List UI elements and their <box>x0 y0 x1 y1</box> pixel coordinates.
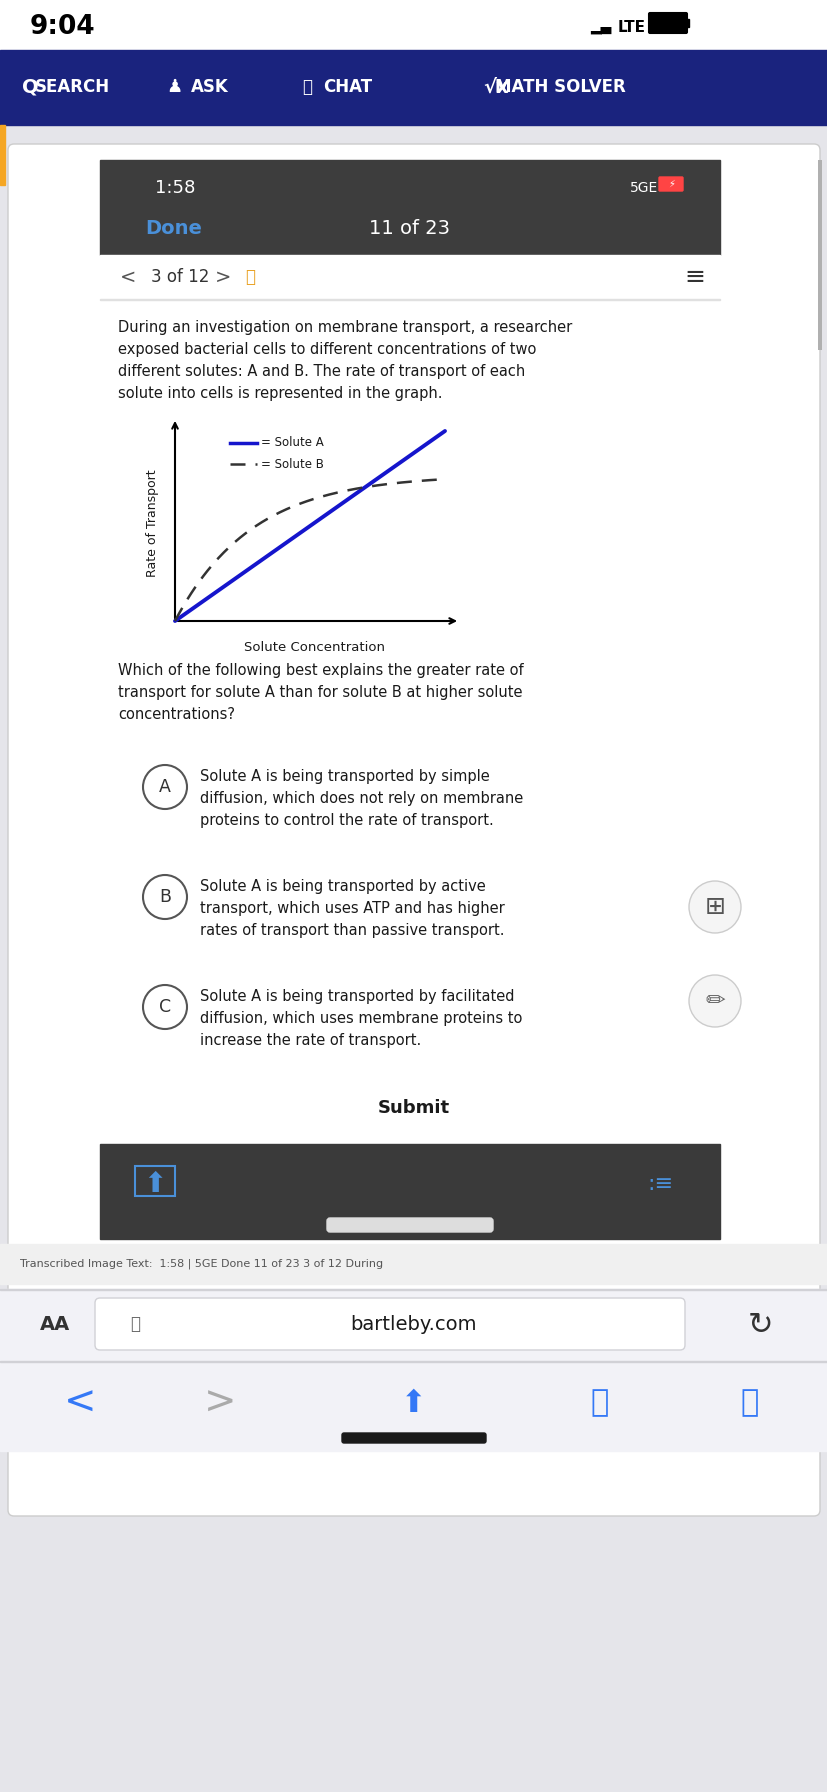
Bar <box>100 254 719 299</box>
Text: 🔖: 🔖 <box>245 269 255 287</box>
FancyBboxPatch shape <box>648 13 686 32</box>
FancyBboxPatch shape <box>8 143 819 1516</box>
Text: 9:04: 9:04 <box>30 14 95 41</box>
Text: ⊞: ⊞ <box>704 894 724 919</box>
Text: ASK: ASK <box>191 79 228 97</box>
FancyBboxPatch shape <box>658 177 682 192</box>
Text: bartleby.com: bartleby.com <box>351 1315 476 1333</box>
Text: Q: Q <box>22 77 38 97</box>
FancyBboxPatch shape <box>327 1219 492 1231</box>
Text: ≡: ≡ <box>684 265 705 289</box>
Text: AA: AA <box>40 1315 70 1335</box>
Text: ▂▄: ▂▄ <box>590 20 610 34</box>
Text: During an investigation on membrane transport, a researcher: During an investigation on membrane tran… <box>118 321 571 335</box>
Text: <: < <box>64 1383 96 1423</box>
Text: = Solute A: = Solute A <box>261 437 323 450</box>
Text: <: < <box>120 267 136 287</box>
Text: = Solute B: = Solute B <box>261 457 323 471</box>
Text: Transcribed Image Text:  1:58 | 5GE Done 11 of 23 3 of 12 During: Transcribed Image Text: 1:58 | 5GE Done … <box>20 1258 383 1269</box>
Text: C: C <box>159 998 171 1016</box>
Text: 5GE: 5GE <box>629 181 657 195</box>
Text: :≡: :≡ <box>646 1174 672 1193</box>
Bar <box>100 1143 719 1238</box>
Text: rates of transport than passive transport.: rates of transport than passive transpor… <box>200 923 504 937</box>
Text: proteins to control the rate of transport.: proteins to control the rate of transpor… <box>200 814 493 828</box>
Bar <box>225 428 370 478</box>
Text: concentrations?: concentrations? <box>118 708 235 722</box>
Bar <box>135 1167 174 1195</box>
Text: increase the rate of transport.: increase the rate of transport. <box>200 1032 421 1048</box>
Bar <box>0 0 827 50</box>
FancyBboxPatch shape <box>95 1297 684 1349</box>
Text: 🔒: 🔒 <box>130 1315 140 1333</box>
Text: CHAT: CHAT <box>323 79 372 97</box>
Text: >: > <box>203 1383 236 1423</box>
Text: transport, which uses ATP and has higher: transport, which uses ATP and has higher <box>200 901 504 916</box>
Text: LTE: LTE <box>617 20 645 36</box>
Text: exposed bacterial cells to different concentrations of two: exposed bacterial cells to different con… <box>118 342 536 357</box>
Text: >: > <box>215 267 231 287</box>
Text: Which of the following best explains the greater rate of: Which of the following best explains the… <box>118 663 523 677</box>
Text: SEARCH: SEARCH <box>35 79 109 97</box>
Text: ⬆: ⬆ <box>143 1170 166 1199</box>
Text: ↻: ↻ <box>746 1310 772 1339</box>
Text: Solute Concentration: Solute Concentration <box>244 642 385 654</box>
Text: diffusion, which uses membrane proteins to: diffusion, which uses membrane proteins … <box>200 1011 522 1027</box>
Bar <box>0 50 827 125</box>
Bar <box>100 159 719 254</box>
Bar <box>686 20 688 27</box>
Text: ⬜: ⬜ <box>302 79 312 97</box>
Text: √x: √x <box>483 77 509 97</box>
Text: solute into cells is represented in the graph.: solute into cells is represented in the … <box>118 385 442 401</box>
Text: 3 of 12: 3 of 12 <box>151 269 209 287</box>
Text: ⬆: ⬆ <box>401 1389 426 1417</box>
Text: Submit: Submit <box>377 1098 450 1116</box>
Text: Rate of Transport: Rate of Transport <box>146 470 160 577</box>
Text: ♟: ♟ <box>165 79 182 97</box>
Bar <box>0 125 5 185</box>
Text: diffusion, which does not rely on membrane: diffusion, which does not rely on membra… <box>200 790 523 806</box>
Text: different solutes: A and B. The rate of transport of each: different solutes: A and B. The rate of … <box>118 364 524 378</box>
Text: B: B <box>159 889 171 907</box>
Text: ⧉: ⧉ <box>740 1389 758 1417</box>
Circle shape <box>688 975 740 1027</box>
Text: ⚡: ⚡ <box>667 179 675 188</box>
Circle shape <box>688 882 740 934</box>
Text: MATH SOLVER: MATH SOLVER <box>494 79 624 97</box>
Text: Done: Done <box>145 219 202 238</box>
Bar <box>0 1288 827 1360</box>
Text: A: A <box>159 778 170 796</box>
Text: 📖: 📖 <box>590 1389 609 1417</box>
Bar <box>0 1244 827 1285</box>
FancyBboxPatch shape <box>342 1434 485 1443</box>
Text: Solute A is being transported by active: Solute A is being transported by active <box>200 880 485 894</box>
Text: ✏: ✏ <box>705 989 724 1012</box>
Text: Solute A is being transported by facilitated: Solute A is being transported by facilit… <box>200 989 514 1004</box>
Bar <box>0 1360 827 1452</box>
Bar <box>817 159 821 349</box>
Text: transport for solute A than for solute B at higher solute: transport for solute A than for solute B… <box>118 685 522 701</box>
Text: 1:58: 1:58 <box>155 179 195 197</box>
Text: Solute A is being transported by simple: Solute A is being transported by simple <box>200 769 489 783</box>
Bar <box>150 421 460 650</box>
Text: 11 of 23: 11 of 23 <box>369 219 450 238</box>
